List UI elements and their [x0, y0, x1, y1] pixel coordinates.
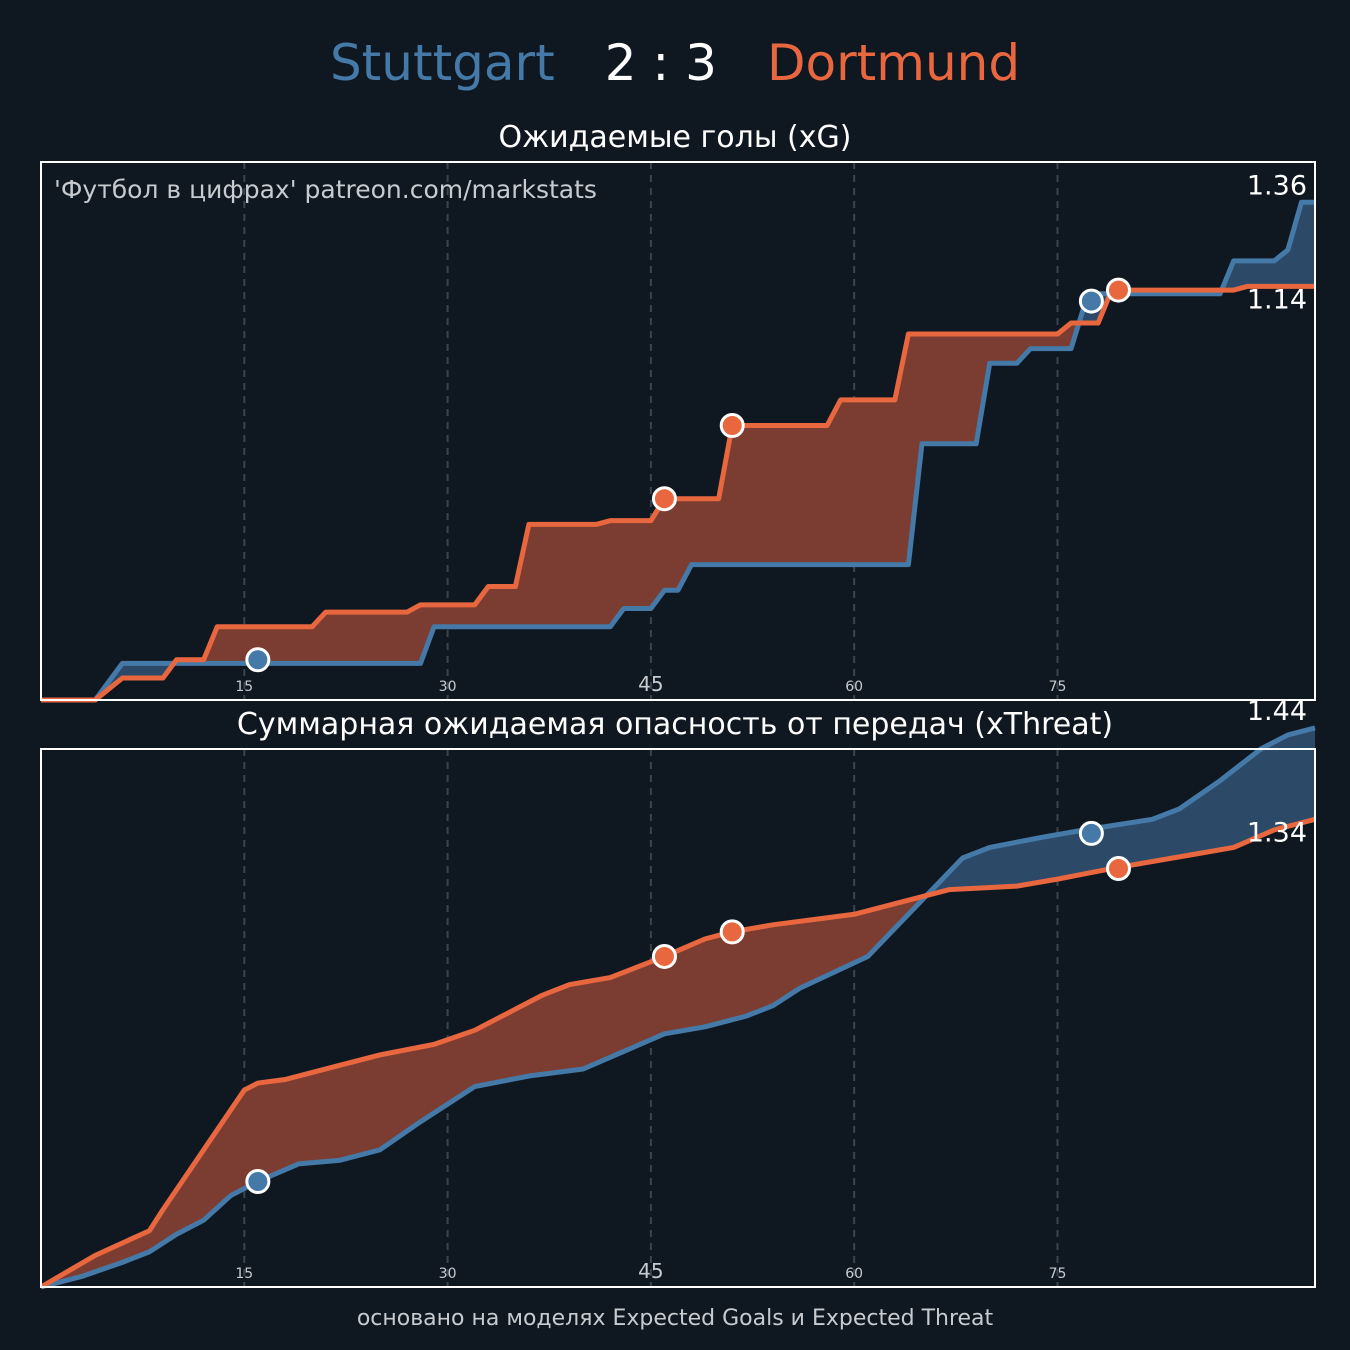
goal-marker-away-0 — [651, 486, 677, 512]
end-label-home: 1.44 — [1247, 696, 1307, 727]
match-score: 2 : 3 — [604, 34, 717, 92]
goal-marker-away-1 — [719, 919, 745, 945]
goal-marker-home-1 — [1078, 288, 1104, 314]
x-tick-label-15: 15 — [235, 679, 253, 695]
x-tick-label-60: 60 — [845, 1266, 863, 1282]
goal-marker-away-0 — [651, 943, 677, 969]
x-tick-label-45: 45 — [638, 672, 663, 696]
footer-note: основано на моделях Expected Goals и Exp… — [356, 1306, 994, 1331]
match-header: Stuttgart 2 : 3 Dortmund — [0, 28, 1350, 98]
area-between-1 — [174, 321, 1080, 664]
plot-frame — [40, 748, 1316, 1288]
xg-chart-title: Ожидаемые голы (xG) — [498, 120, 852, 155]
area-between-1 — [926, 727, 1315, 896]
away-team-name: Dortmund — [766, 34, 1021, 92]
end-label-home: 1.36 — [1247, 170, 1307, 201]
watermark-text: 'Футбол в цифрах' patreon.com/markstats — [54, 175, 597, 204]
home-team-name: Stuttgart — [329, 34, 555, 92]
series-line-home — [41, 199, 1315, 703]
x-tick-label-75: 75 — [1049, 679, 1067, 695]
area-between-0 — [41, 895, 927, 1287]
series-line-home — [40, 725, 1316, 1290]
x-tick-label-30: 30 — [439, 1266, 457, 1282]
goal-marker-away-2 — [1105, 277, 1131, 303]
x-tick-label-60: 60 — [845, 679, 863, 695]
end-label-away: 1.14 — [1247, 284, 1307, 315]
series-line-away — [41, 283, 1315, 703]
series-line-away — [39, 816, 1316, 1290]
area-between-0 — [41, 662, 175, 700]
x-tick-label-30: 30 — [439, 679, 457, 695]
goal-marker-away-1 — [719, 413, 745, 439]
goal-marker-home-0 — [245, 647, 271, 673]
x-tick-label-45: 45 — [638, 1259, 663, 1283]
area-between-4 — [1221, 202, 1315, 291]
goal-marker-home-0 — [245, 1169, 271, 1195]
xthreat-chart-title: Суммарная ожидаемая опасность от передач… — [236, 707, 1114, 742]
end-label-away: 1.34 — [1247, 817, 1307, 848]
x-tick-label-75: 75 — [1049, 1266, 1067, 1282]
goal-marker-away-2 — [1105, 856, 1131, 882]
goal-marker-home-1 — [1078, 820, 1104, 846]
plot-frame — [40, 161, 1316, 701]
x-tick-label-15: 15 — [235, 1266, 253, 1282]
